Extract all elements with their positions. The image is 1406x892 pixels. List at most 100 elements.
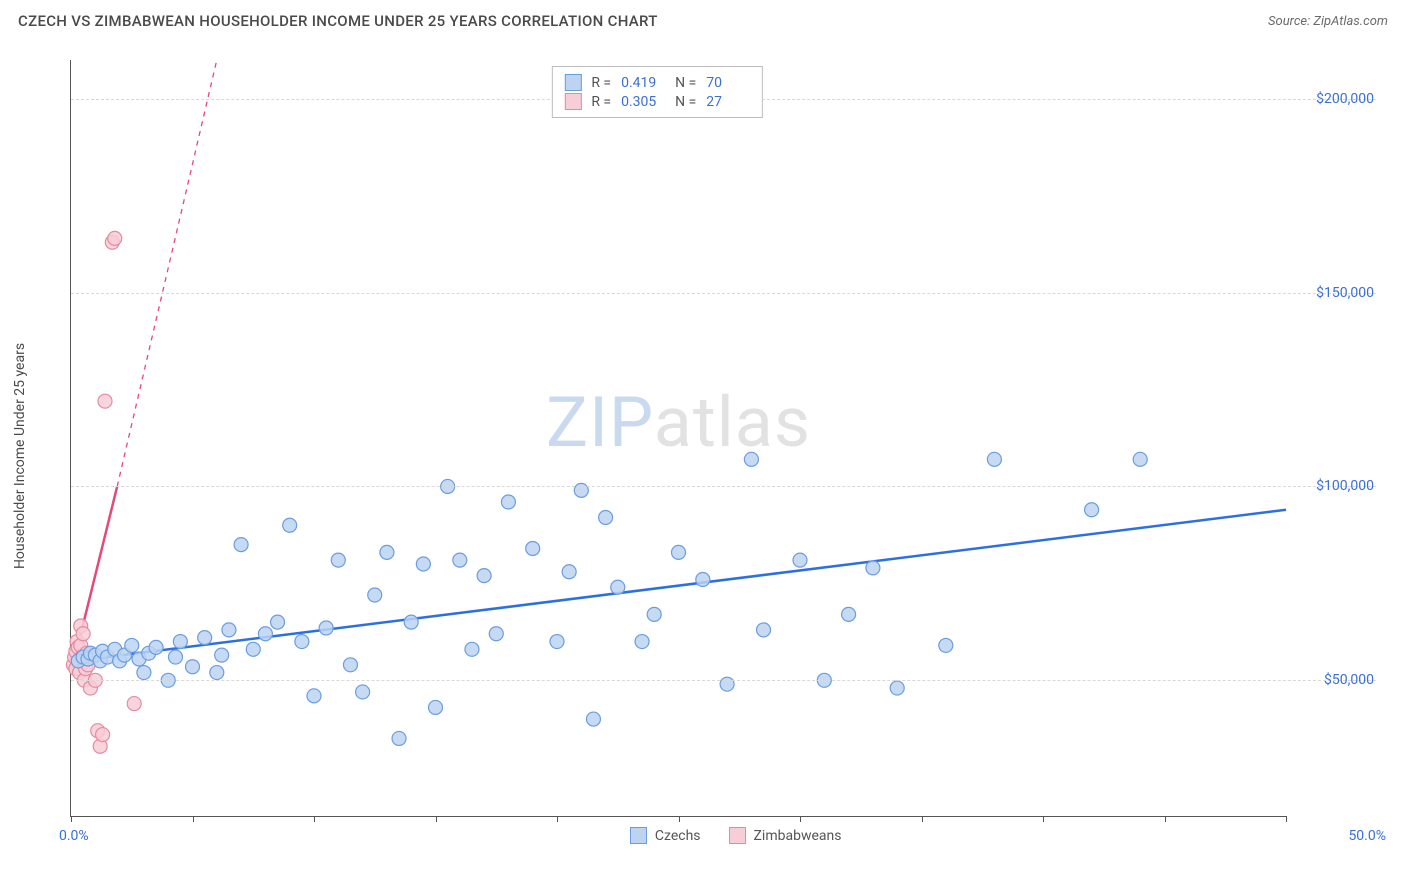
data-point-czech [416,557,430,571]
data-point-czech [465,642,479,656]
legend-item-czech: Czechs [630,827,701,844]
gridline [71,680,1376,681]
series-legend: Czechs Zimbabweans [630,827,842,844]
legend-swatch-zimbabwean [729,827,746,844]
gridline [71,293,1376,294]
data-point-czech [574,483,588,497]
data-point-czech [890,681,904,695]
data-point-czech [343,658,357,672]
data-point-czech [696,573,710,587]
data-point-czech [283,518,297,532]
data-point-czech [489,627,503,641]
data-point-zimbabwean [108,231,122,245]
data-point-czech [295,635,309,649]
n-value-czech: 70 [706,75,750,91]
y-axis-label: Householder Income Under 25 years [12,342,28,568]
x-tick [436,816,437,822]
n-label: N = [675,75,696,91]
data-point-czech [866,561,880,575]
data-point-zimbabwean [98,394,112,408]
data-point-czech [757,623,771,637]
x-axis-origin-label: 0.0% [59,828,89,844]
data-point-czech [635,635,649,649]
data-point-czech [234,538,248,552]
x-tick [193,816,194,822]
data-point-czech [331,553,345,567]
data-point-czech [1085,503,1099,517]
data-point-czech [611,580,625,594]
legend-item-zimbabwean: Zimbabweans [729,827,842,844]
y-tick-label: $50,000 [1294,672,1374,688]
y-tick-label: $150,000 [1294,285,1374,301]
data-point-czech [198,631,212,645]
n-value-zimbabwean: 27 [706,94,750,110]
data-point-czech [562,565,576,579]
x-tick [557,816,558,822]
data-point-czech [793,553,807,567]
data-point-czech [429,700,443,714]
data-point-czech [744,452,758,466]
source-attribution: Source: ZipAtlas.com [1268,14,1388,29]
data-point-czech [210,666,224,680]
x-tick [1165,816,1166,822]
gridline [71,486,1376,487]
legend-label-czech: Czechs [655,828,701,844]
data-point-czech [1133,452,1147,466]
data-point-czech [526,541,540,555]
chart-title: CZECH VS ZIMBABWEAN HOUSEHOLDER INCOME U… [18,12,658,30]
data-point-czech [501,495,515,509]
y-tick-label: $200,000 [1294,91,1374,107]
x-tick [922,816,923,822]
legend-swatch-zimbabwean [564,93,581,110]
data-point-czech [215,648,229,662]
data-point-czech [173,635,187,649]
legend-row-czech: R = 0.419 N = 70 [564,73,750,92]
data-point-czech [149,640,163,654]
legend-label-zimbabwean: Zimbabweans [754,828,842,844]
data-point-czech [368,588,382,602]
r-value-czech: 0.419 [621,75,665,91]
x-axis-max-label: 50.0% [1348,828,1386,844]
data-point-czech [586,712,600,726]
data-point-czech [987,452,1001,466]
n-label: N = [675,94,696,110]
r-label: R = [591,75,611,91]
data-point-czech [939,638,953,652]
data-point-czech [319,621,333,635]
scatter-plot-svg [71,60,1286,816]
data-point-czech [453,553,467,567]
data-point-czech [842,607,856,621]
data-point-czech [222,623,236,637]
chart-container: Householder Income Under 25 years ZIPatl… [50,48,1386,847]
data-point-czech [246,642,260,656]
data-point-czech [720,677,734,691]
data-point-czech [356,685,370,699]
data-point-czech [307,689,321,703]
x-tick [1043,816,1044,822]
r-value-zimbabwean: 0.305 [621,94,665,110]
data-point-czech [599,510,613,524]
data-point-zimbabwean [76,627,90,641]
y-tick-label: $100,000 [1294,478,1374,494]
data-point-czech [380,545,394,559]
x-tick [800,816,801,822]
data-point-czech [672,545,686,559]
legend-row-zimbabwean: R = 0.305 N = 27 [564,92,750,111]
data-point-czech [137,666,151,680]
data-point-czech [186,660,200,674]
r-label: R = [591,94,611,110]
data-point-czech [404,615,418,629]
data-point-czech [258,627,272,641]
data-point-zimbabwean [96,728,110,742]
data-point-czech [168,650,182,664]
x-tick [1286,816,1287,822]
x-tick [71,816,72,822]
data-point-czech [271,615,285,629]
trend-line-czech [76,510,1286,661]
data-point-czech [550,635,564,649]
data-point-czech [477,569,491,583]
data-point-czech [125,638,139,652]
x-tick [314,816,315,822]
legend-swatch-czech [630,827,647,844]
trend-line-zimbabwean-extrapolated [117,60,217,486]
